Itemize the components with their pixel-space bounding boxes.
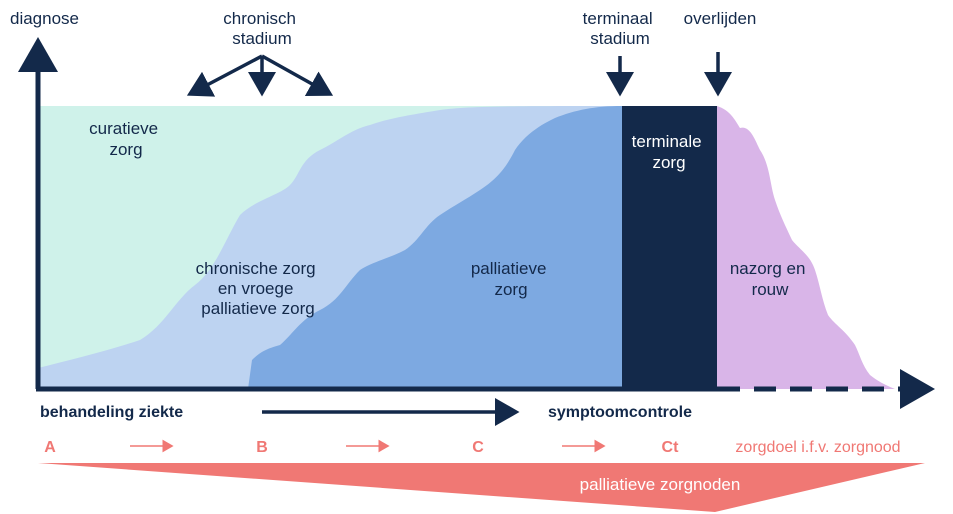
terminal-care-region [622,106,717,389]
y-axis-label: diagnose [10,9,79,28]
treatment-label: behandeling ziekte [40,404,183,421]
chronic-stage-line-2: stadium [232,29,292,48]
chronic-stage-label: chronisch stadium [223,9,301,48]
chronic-stage-line-1: chronisch [223,9,296,28]
palliative-needs-label: palliatieve zorgnoden [580,475,741,494]
stage-b: B [256,439,268,456]
aftercare-region [717,106,895,389]
chronic-care-label: chronische zorg en vroege palliatieve zo… [196,259,321,318]
terminal-stage-line-2: stadium [590,29,650,48]
stage-c: C [472,439,484,456]
chronic-arrow-left [186,54,263,97]
symptom-control-label: symptoomcontrole [548,404,692,421]
palliative-care-label: palliatieve zorg [471,259,551,299]
terminal-care-label: terminale zorg [632,132,707,172]
chronic-arrow-right [261,54,334,96]
palliative-care-region [248,106,622,389]
palliative-needs-triangle [38,463,925,512]
care-goal-label: zorgdoel i.f.v. zorgnood [735,439,900,456]
terminal-stage-label: terminaal stadium [583,9,658,48]
death-label: overlijden [684,9,757,28]
stage-a: A [44,439,56,456]
terminal-stage-line-1: terminaal [583,9,653,28]
aftercare-label: nazorg en rouw [730,259,810,299]
stage-ct: Ct [662,439,680,456]
curative-care-label: curatieve zorg [89,119,163,159]
